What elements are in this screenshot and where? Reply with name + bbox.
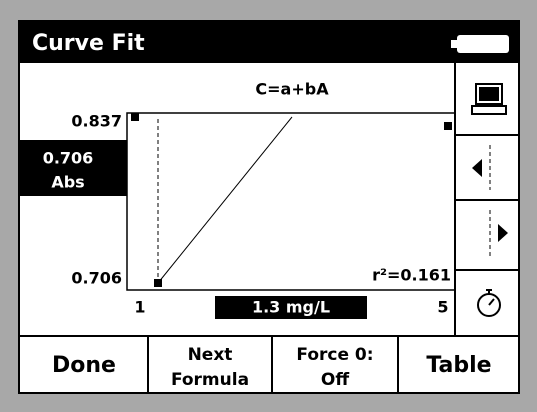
- soft-key-label: Done: [52, 353, 116, 378]
- display: [19, 21, 519, 393]
- page: {"header": {"title": "Curve Fit"}, "plot…: [0, 0, 537, 412]
- formula: C=a+bA: [255, 80, 329, 99]
- soft-key-label: Formula: [171, 370, 249, 390]
- soft-key[interactable]: Done: [52, 353, 116, 378]
- standard-point: [444, 122, 452, 130]
- x-min-label: 1: [134, 298, 145, 317]
- y-max-label: 0.837: [71, 112, 122, 131]
- soft-key-label: Force 0:: [296, 345, 373, 365]
- soft-key-label: Off: [321, 370, 349, 390]
- y-min-label: 0.706: [71, 269, 122, 288]
- soft-key-label: Next: [188, 345, 233, 365]
- standard-point: [154, 279, 162, 287]
- reading-value: 0.706: [43, 149, 94, 168]
- battery-icon: [451, 35, 509, 53]
- screen: Curve Fit C=a+bA 0.837 0.706 1 5 r²=: [0, 0, 537, 412]
- soft-key-label: Table: [426, 353, 491, 378]
- soft-key[interactable]: Table: [426, 353, 491, 378]
- x-max-label: 5: [437, 298, 448, 317]
- reading-unit: Abs: [51, 173, 84, 192]
- fit-statistic: r²=0.161: [372, 266, 451, 285]
- result-value: 1.3 mg/L: [252, 298, 330, 317]
- screen-title: Curve Fit: [32, 31, 145, 56]
- standard-point: [131, 113, 139, 121]
